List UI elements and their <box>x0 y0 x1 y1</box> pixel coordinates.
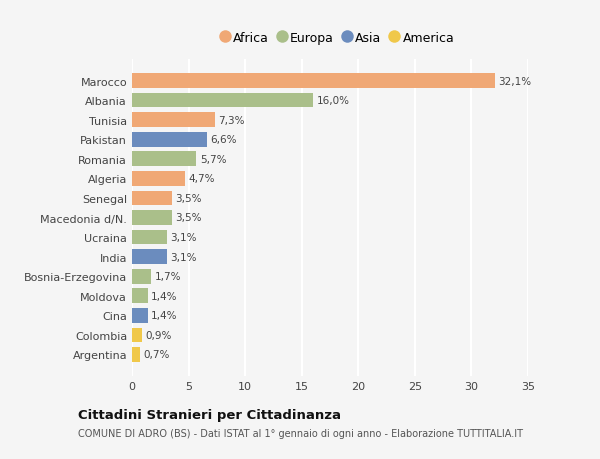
Text: COMUNE DI ADRO (BS) - Dati ISTAT al 1° gennaio di ogni anno - Elaborazione TUTTI: COMUNE DI ADRO (BS) - Dati ISTAT al 1° g… <box>78 428 523 438</box>
Text: 4,7%: 4,7% <box>188 174 215 184</box>
Bar <box>132 269 151 284</box>
Bar <box>132 172 185 186</box>
Text: 0,9%: 0,9% <box>146 330 172 340</box>
Bar <box>132 347 140 362</box>
Text: 1,7%: 1,7% <box>155 272 181 281</box>
Text: Cittadini Stranieri per Cittadinanza: Cittadini Stranieri per Cittadinanza <box>78 408 341 421</box>
Text: 1,4%: 1,4% <box>151 291 178 301</box>
Text: 32,1%: 32,1% <box>499 76 532 86</box>
Bar <box>132 113 215 128</box>
Text: 1,4%: 1,4% <box>151 311 178 321</box>
Text: 6,6%: 6,6% <box>210 135 236 145</box>
Bar <box>132 250 167 264</box>
Bar <box>132 133 206 147</box>
Text: 0,7%: 0,7% <box>143 350 170 360</box>
Text: 3,1%: 3,1% <box>170 233 197 242</box>
Bar <box>132 211 172 225</box>
Bar <box>132 152 196 167</box>
Bar <box>132 289 148 303</box>
Text: 16,0%: 16,0% <box>316 96 349 106</box>
Text: 5,7%: 5,7% <box>200 155 226 164</box>
Bar <box>132 94 313 108</box>
Bar <box>132 230 167 245</box>
Bar <box>132 191 172 206</box>
Text: 3,1%: 3,1% <box>170 252 197 262</box>
Text: 3,5%: 3,5% <box>175 213 202 223</box>
Text: 3,5%: 3,5% <box>175 194 202 203</box>
Bar <box>132 328 142 342</box>
Text: 7,3%: 7,3% <box>218 115 244 125</box>
Bar <box>132 308 148 323</box>
Legend: Africa, Europa, Asia, America: Africa, Europa, Asia, America <box>218 28 458 48</box>
Bar <box>132 74 495 89</box>
